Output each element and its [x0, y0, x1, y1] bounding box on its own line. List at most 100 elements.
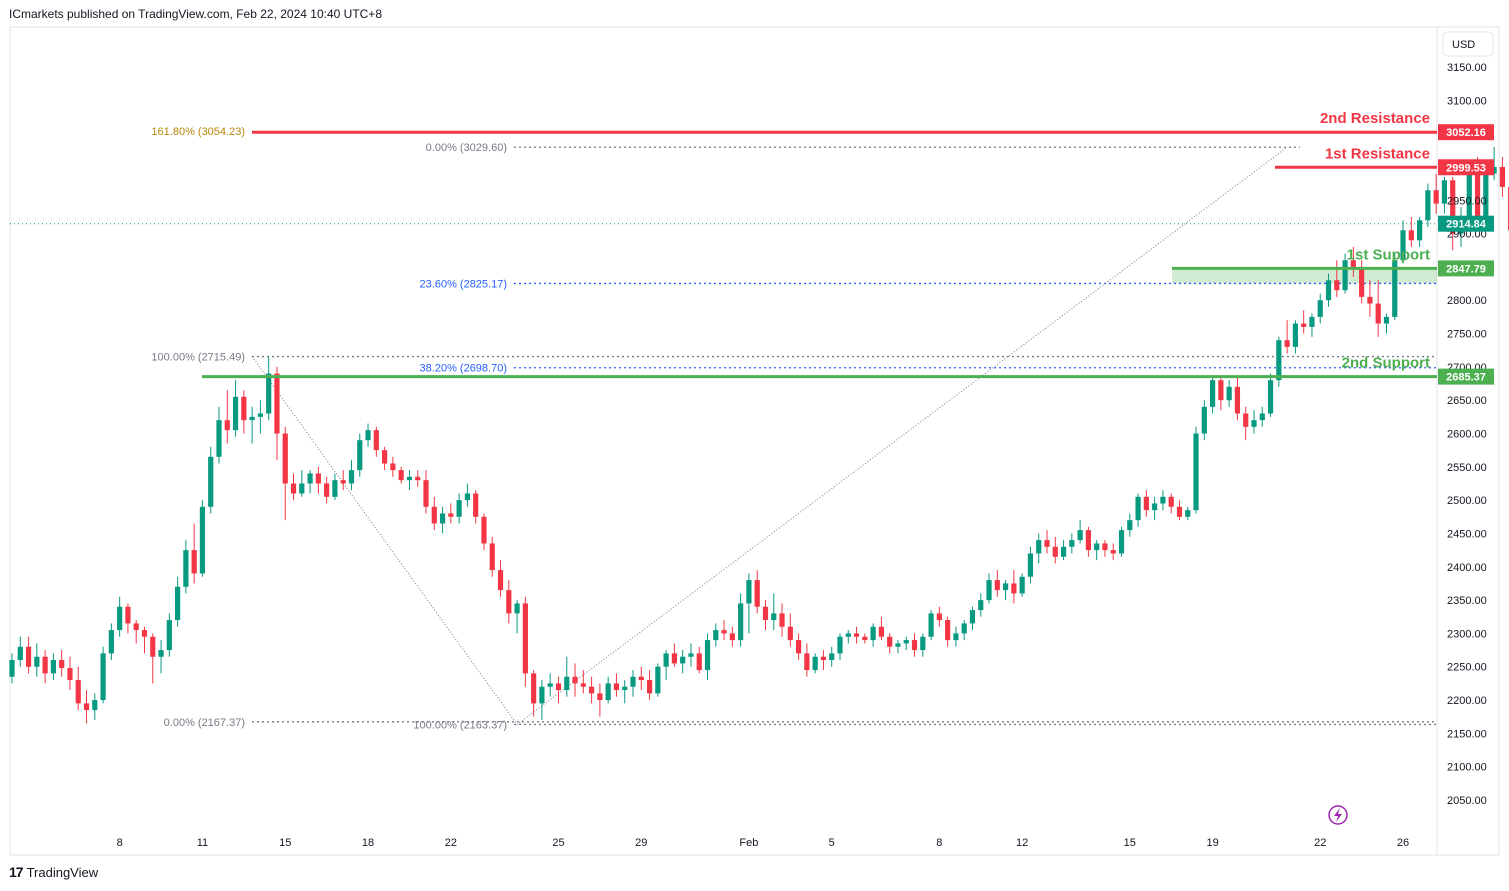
- candle-body: [382, 450, 388, 464]
- time-tick-label: 22: [1314, 837, 1326, 849]
- candle-body: [125, 606, 131, 624]
- candle-body: [216, 420, 222, 457]
- candle-body: [1474, 163, 1481, 217]
- trend-lines: [251, 146, 1288, 725]
- lightning-icon[interactable]: [1328, 805, 1348, 825]
- candle-body: [50, 660, 56, 674]
- price-tick-label: 2100.00: [1447, 762, 1487, 774]
- candle-body: [928, 613, 934, 637]
- candle-body: [497, 570, 504, 591]
- price-tick-label: 2350.00: [1447, 595, 1487, 607]
- candle-body: [605, 683, 611, 701]
- level-label: 1st Support: [1347, 246, 1430, 263]
- candle-body: [1143, 496, 1149, 511]
- candle-body: [1019, 576, 1025, 594]
- candle-body: [688, 653, 694, 657]
- candlestick-series: [9, 146, 1509, 724]
- time-tick-label: 18: [362, 837, 374, 849]
- candle-body: [804, 653, 810, 671]
- candle-body: [1483, 173, 1489, 217]
- price-tick-label: 2750.00: [1447, 329, 1487, 341]
- time-tick-label: 5: [829, 837, 835, 849]
- candle-body: [1003, 583, 1009, 591]
- candle-body: [945, 620, 951, 641]
- candle-body: [390, 463, 396, 471]
- price-tick-label: 2150.00: [1447, 728, 1487, 740]
- candle-body: [25, 646, 32, 667]
- candle-body: [1309, 316, 1315, 327]
- candle-body: [961, 623, 967, 634]
- price-tags: 3052.16 2999.53 2847.79 2685.37 2914.84: [1438, 124, 1494, 385]
- candle-body: [589, 686, 595, 694]
- candle-body: [59, 660, 65, 669]
- candle-body: [108, 630, 114, 654]
- candle-body: [1044, 540, 1050, 547]
- candle-body: [638, 676, 644, 681]
- candle-body: [903, 640, 909, 644]
- candle-body: [183, 550, 189, 587]
- candle-body: [415, 476, 421, 481]
- candle-body: [895, 643, 901, 647]
- candle-body: [630, 676, 636, 687]
- time-tick-label: Feb: [739, 837, 758, 849]
- candle-body: [208, 456, 214, 507]
- candle-body: [406, 476, 413, 481]
- candle-body: [1085, 530, 1091, 551]
- candle-body: [1491, 166, 1497, 174]
- fib-level-label: 100.00% (2715.49): [151, 352, 245, 364]
- candle-body: [729, 633, 735, 641]
- support-zone-1: [1172, 268, 1437, 284]
- candle-body: [315, 473, 321, 484]
- time-tick-label: 12: [1016, 837, 1028, 849]
- candle-body: [986, 580, 992, 601]
- candle-body: [365, 430, 371, 441]
- candle-body: [1392, 260, 1398, 317]
- price-tick-label: 2600.00: [1447, 429, 1487, 441]
- candle-body: [762, 606, 769, 621]
- candle-body: [332, 480, 338, 497]
- candle-body: [100, 653, 106, 701]
- candle-body: [506, 590, 512, 614]
- price-tick-label: 2300.00: [1447, 628, 1487, 640]
- level-price-tag: [1438, 260, 1494, 277]
- candle-body: [1176, 506, 1183, 517]
- candle-body: [166, 620, 172, 651]
- candle-body: [531, 673, 537, 704]
- candle-body: [439, 513, 446, 524]
- time-tick-label: 8: [936, 837, 942, 849]
- candle-body: [1466, 163, 1472, 224]
- candle-body: [158, 650, 164, 657]
- candle-body: [721, 630, 727, 634]
- tradingview-brand: TradingView: [26, 864, 99, 880]
- current-price-tag: [1438, 215, 1494, 232]
- candle-body: [241, 396, 247, 421]
- candle-body: [299, 483, 305, 494]
- candle-body: [75, 680, 81, 704]
- currency-button[interactable]: USD: [1442, 31, 1494, 57]
- candle-body: [580, 683, 586, 687]
- tradingview-logo[interactable]: 17 TradingView: [9, 864, 98, 880]
- candle-body: [746, 580, 752, 604]
- time-tick-label: 15: [1124, 837, 1136, 849]
- candle-body: [191, 550, 197, 574]
- candle-body: [42, 656, 48, 674]
- candle-body: [522, 603, 528, 674]
- candle-body: [1102, 543, 1108, 551]
- candle-body: [1350, 260, 1356, 267]
- candle-body: [1417, 220, 1423, 241]
- candle-body: [1334, 280, 1340, 291]
- candle-body: [796, 640, 802, 654]
- candle-body: [887, 636, 893, 647]
- candle-body: [1276, 340, 1282, 381]
- candle-body: [1243, 413, 1249, 427]
- candle-body: [1375, 303, 1381, 324]
- candle-body: [1060, 546, 1067, 557]
- candle-body: [680, 656, 686, 664]
- candle-body: [1259, 413, 1265, 421]
- price-tick-label: 2200.00: [1447, 695, 1487, 707]
- candle-body: [1317, 300, 1323, 317]
- candle-body: [1267, 380, 1274, 414]
- time-axis[interactable]: 8 11 15 18 22 25 29 Feb 5 8 12 15 19 22 26: [117, 837, 1410, 849]
- candle-body: [373, 430, 379, 451]
